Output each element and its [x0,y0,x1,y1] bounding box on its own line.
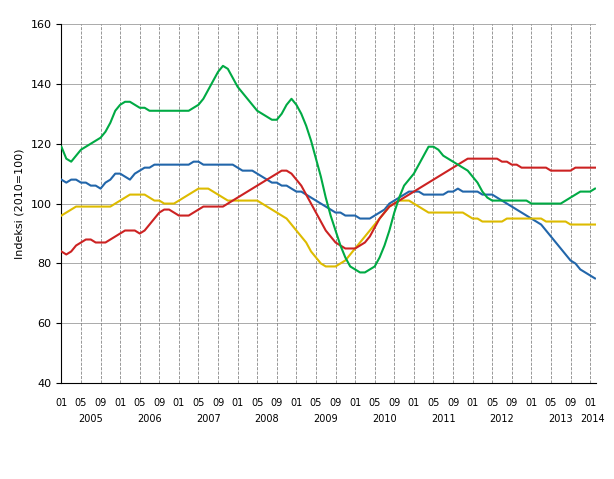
Text: 2012: 2012 [489,414,515,424]
Text: 09: 09 [271,398,283,408]
Text: 2008: 2008 [255,414,279,424]
Text: 09: 09 [95,398,107,408]
Text: 01: 01 [584,398,596,408]
Text: 01: 01 [525,398,537,408]
Text: 05: 05 [486,398,499,408]
Text: 05: 05 [251,398,263,408]
Text: 05: 05 [427,398,440,408]
Text: 09: 09 [212,398,224,408]
Text: 05: 05 [368,398,381,408]
Text: 01: 01 [114,398,126,408]
Text: 05: 05 [75,398,87,408]
Text: 2013: 2013 [548,414,573,424]
Text: 05: 05 [310,398,322,408]
Text: 2009: 2009 [313,414,338,424]
Text: 01: 01 [467,398,479,408]
Text: 01: 01 [231,398,244,408]
Text: 2006: 2006 [137,414,162,424]
Text: 09: 09 [447,398,459,408]
Text: 05: 05 [133,398,146,408]
Text: 2011: 2011 [431,414,456,424]
Text: 2005: 2005 [79,414,103,424]
Text: 01: 01 [173,398,185,408]
Text: 05: 05 [545,398,557,408]
Text: 09: 09 [388,398,400,408]
Text: 01: 01 [408,398,420,408]
Y-axis label: Indeksi (2010=100): Indeksi (2010=100) [15,148,25,259]
Text: 09: 09 [153,398,165,408]
Text: 09: 09 [506,398,518,408]
Text: 2010: 2010 [372,414,397,424]
Text: 2007: 2007 [196,414,220,424]
Text: 09: 09 [330,398,341,408]
Text: 01: 01 [349,398,361,408]
Text: 09: 09 [564,398,577,408]
Text: 2014: 2014 [580,414,605,424]
Text: 01: 01 [55,398,68,408]
Text: 05: 05 [192,398,204,408]
Text: 01: 01 [290,398,303,408]
